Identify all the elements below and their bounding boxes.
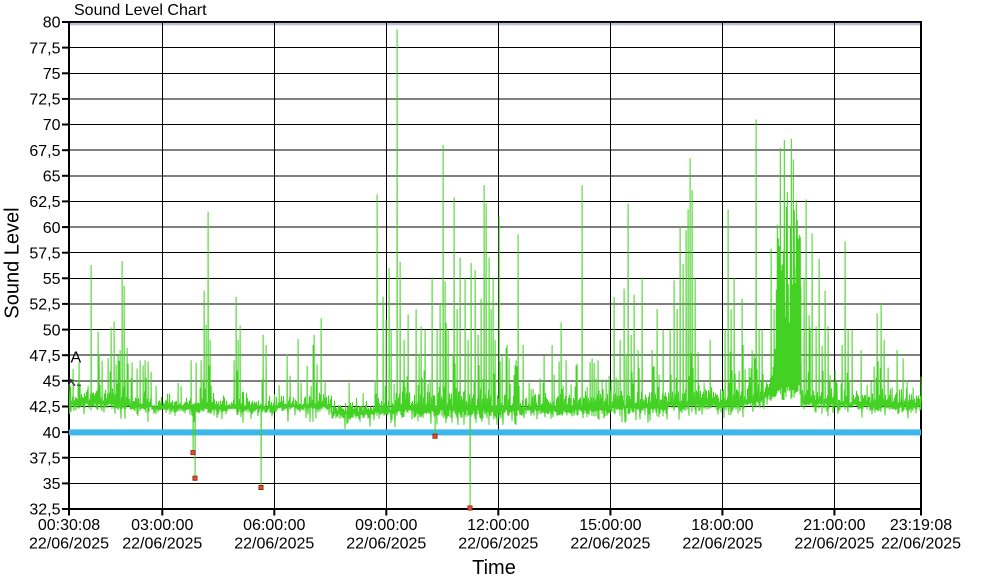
svg-text:12:00:00: 12:00:00 [467,517,529,534]
svg-text:42,5: 42,5 [29,399,60,416]
svg-text:37,5: 37,5 [29,450,60,467]
svg-text:00:30:08: 00:30:08 [38,517,100,534]
svg-text:52,5: 52,5 [29,297,60,314]
svg-text:22/06/2025: 22/06/2025 [29,536,109,553]
svg-text:32,5: 32,5 [29,502,60,519]
svg-text:22/06/2025: 22/06/2025 [346,536,426,553]
svg-text:80: 80 [43,15,61,32]
svg-text:22/06/2025: 22/06/2025 [234,536,314,553]
svg-text:55: 55 [43,271,61,288]
svg-text:22/06/2025: 22/06/2025 [458,536,538,553]
svg-text:22/06/2025: 22/06/2025 [682,536,762,553]
svg-text:A: A [71,350,82,367]
svg-text:23:19:08: 23:19:08 [890,517,952,534]
svg-text:22/06/2025: 22/06/2025 [881,536,961,553]
svg-text:67,5: 67,5 [29,143,60,160]
svg-text:22/06/2025: 22/06/2025 [570,536,650,553]
svg-text:18:00:00: 18:00:00 [691,517,753,534]
svg-text:03:00:00: 03:00:00 [131,517,193,534]
svg-text:06:00:00: 06:00:00 [243,517,305,534]
svg-text:40: 40 [43,425,61,442]
svg-text:22/06/2025: 22/06/2025 [122,536,202,553]
svg-text:65: 65 [43,169,61,186]
svg-text:Time: Time [472,557,516,579]
svg-text:45: 45 [43,374,61,391]
svg-text:62,5: 62,5 [29,194,60,211]
svg-text:57,5: 57,5 [29,245,60,262]
svg-text:09:00:00: 09:00:00 [355,517,417,534]
svg-text:75: 75 [43,66,61,83]
svg-text:15:00:00: 15:00:00 [579,517,641,534]
svg-text:47,5: 47,5 [29,348,60,365]
svg-text:50: 50 [43,322,61,339]
svg-text:Sound Level: Sound Level [2,207,24,318]
svg-text:Sound Level Chart: Sound Level Chart [74,2,207,19]
svg-text:21:00:00: 21:00:00 [803,517,865,534]
svg-text:70: 70 [43,117,61,134]
svg-text:35: 35 [43,476,61,493]
svg-text:77,5: 77,5 [29,40,60,57]
svg-text:22/06/2025: 22/06/2025 [794,536,874,553]
svg-text:60: 60 [43,220,61,237]
svg-text:72,5: 72,5 [29,92,60,109]
